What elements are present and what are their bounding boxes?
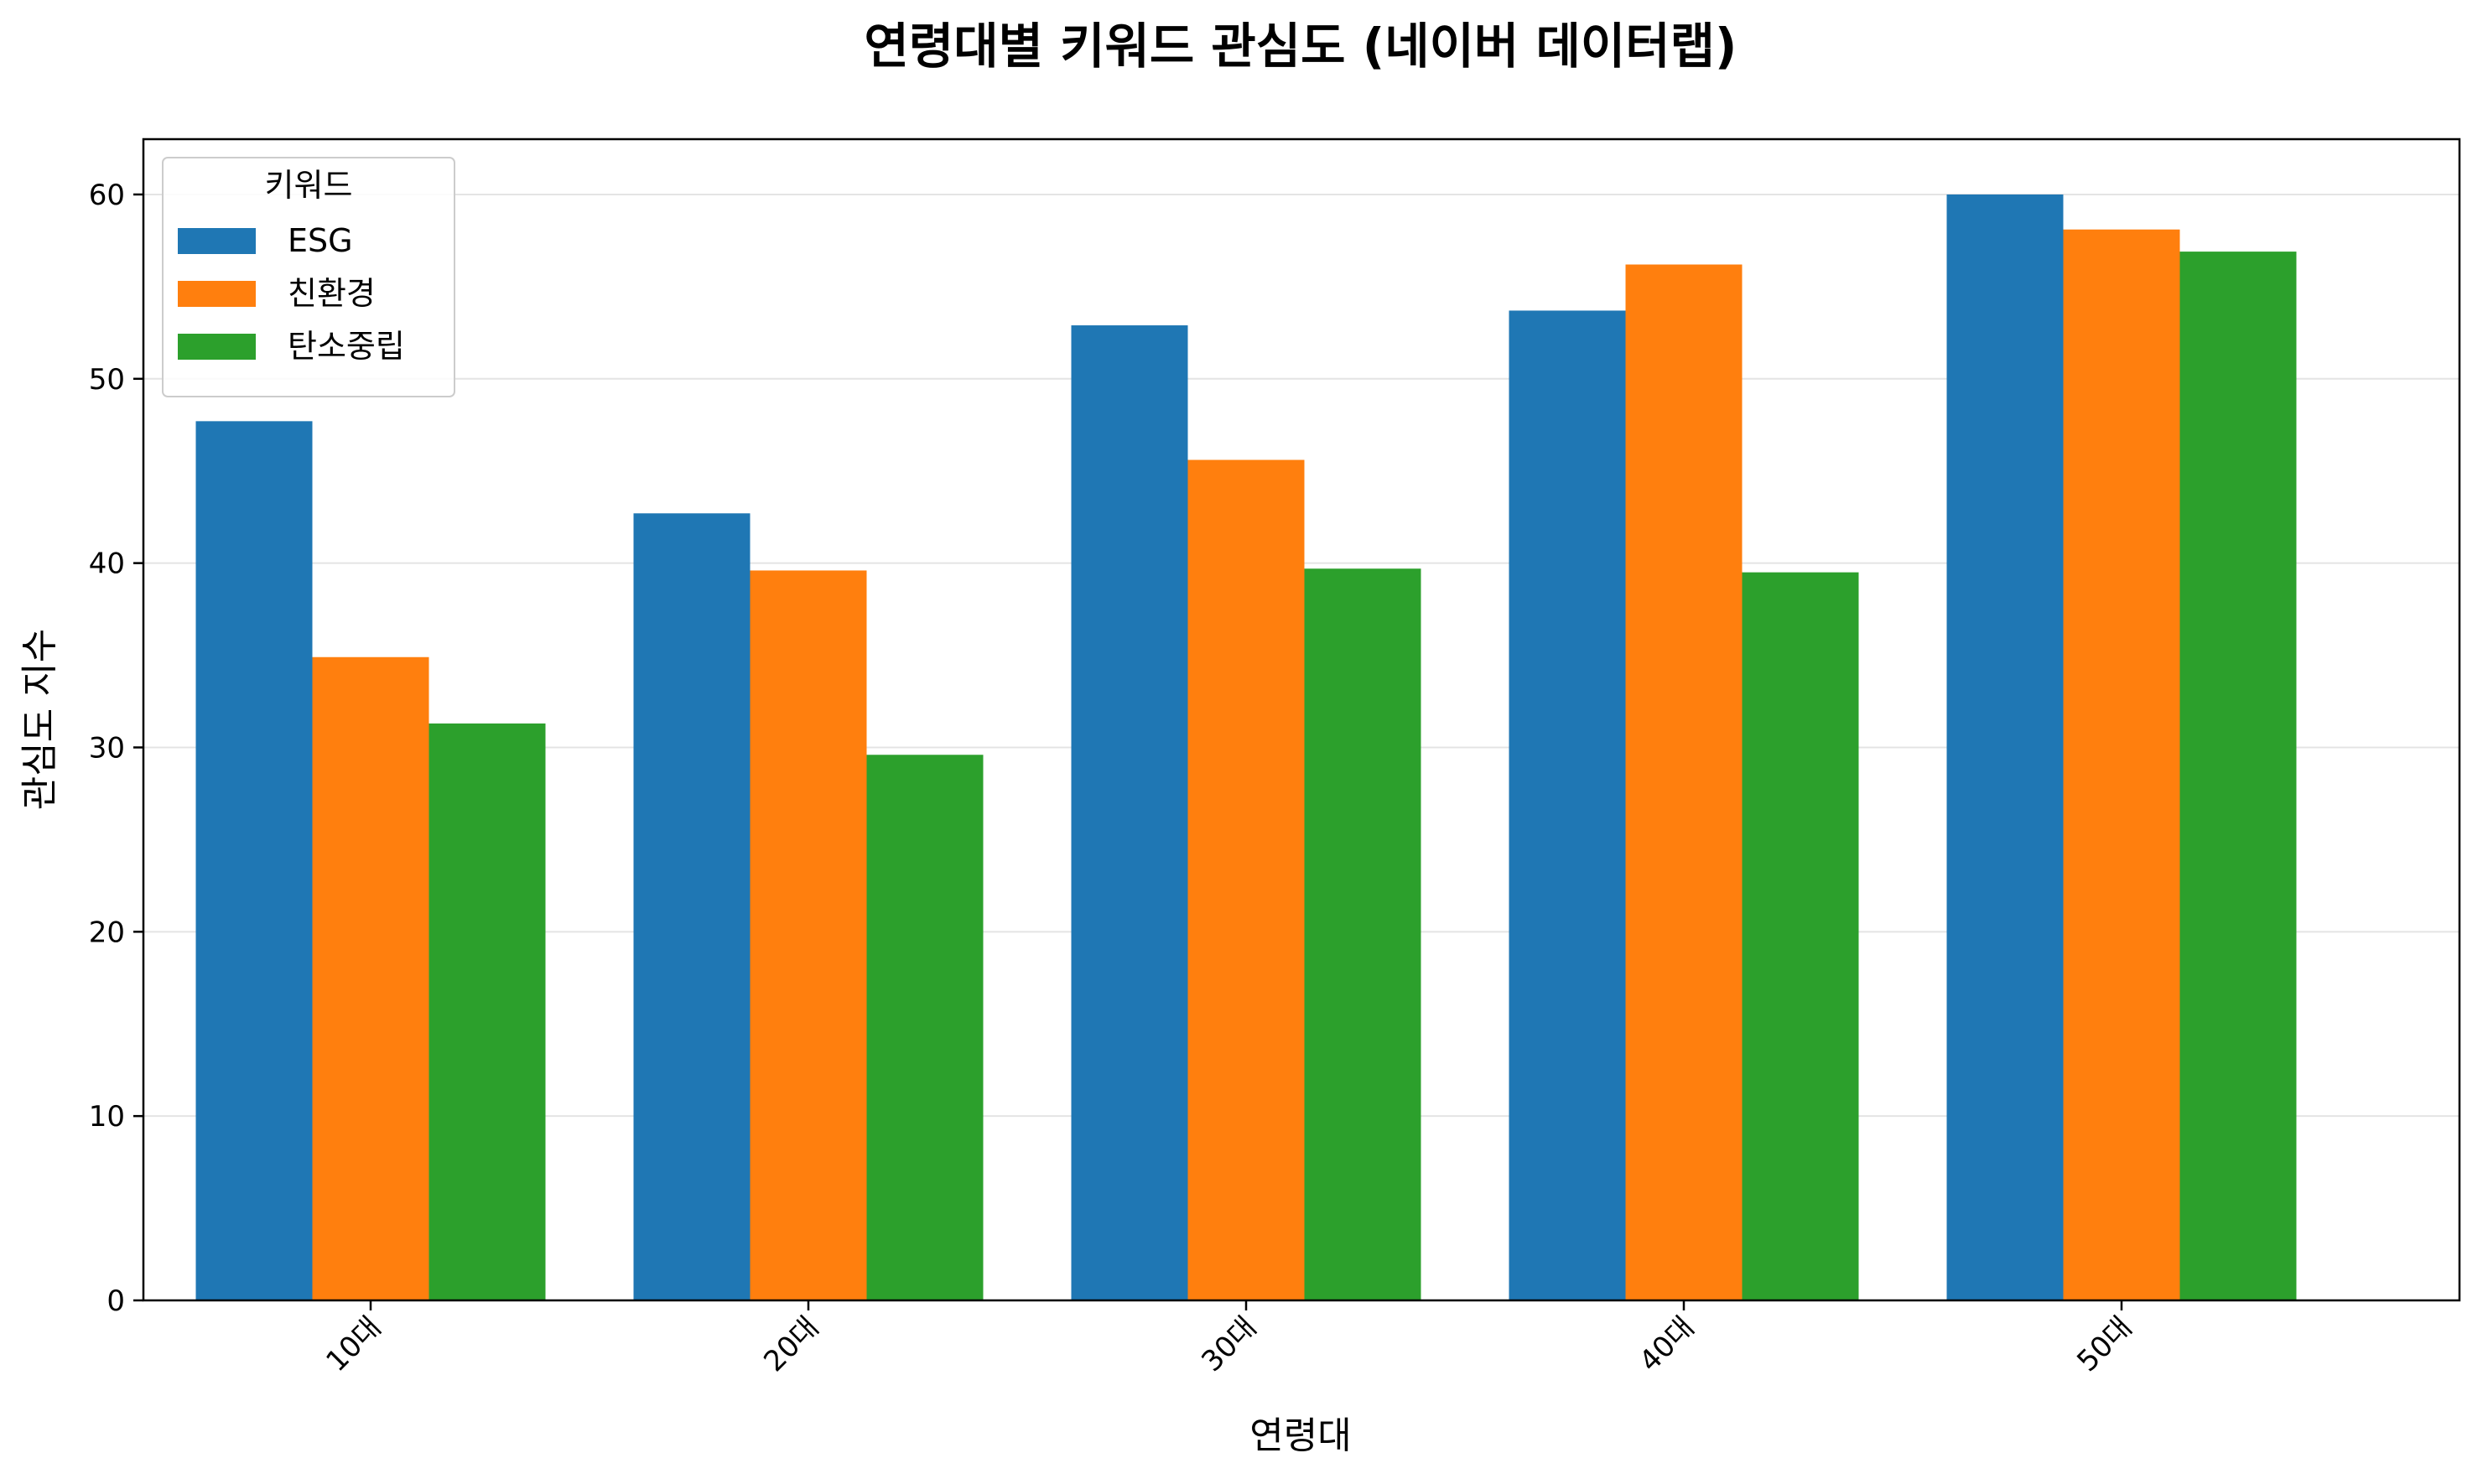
x-tick-label: 40대 xyxy=(1633,1310,1701,1378)
bar xyxy=(312,656,429,1300)
x-axis: 10대 20대 30대 40대 50대 xyxy=(319,1300,2138,1378)
x-tick-label: 30대 xyxy=(1195,1310,1263,1378)
bar xyxy=(1071,325,1188,1300)
y-axis: 0 10 20 30 40 50 60 xyxy=(89,179,143,1318)
x-tick-label: 50대 xyxy=(2070,1310,2138,1378)
bar xyxy=(429,723,546,1300)
bar xyxy=(633,513,751,1300)
y-tick-label: 50 xyxy=(89,363,125,397)
legend-swatch xyxy=(178,281,256,307)
chart-title: 연령대별 키워드 관심도 (네이버 데이터랩) xyxy=(865,18,1737,75)
bar xyxy=(195,421,313,1300)
y-tick-label: 0 xyxy=(106,1284,125,1318)
bar xyxy=(1187,459,1305,1300)
bar xyxy=(1509,310,1626,1300)
plot-frame xyxy=(142,138,2461,1302)
bar xyxy=(1625,264,1743,1300)
bar xyxy=(1304,568,1421,1300)
legend-swatch xyxy=(178,228,256,254)
legend-label: ESG xyxy=(288,222,353,259)
bar xyxy=(2179,252,2297,1301)
x-axis-label: 연령대 xyxy=(1249,1414,1351,1457)
legend-label: 탄소중립 xyxy=(288,328,405,365)
x-tick-label: 10대 xyxy=(319,1310,387,1378)
legend-title: 키워드 xyxy=(265,167,353,204)
bar xyxy=(1742,572,1859,1300)
y-tick-label: 10 xyxy=(89,1100,125,1134)
bar xyxy=(750,570,867,1300)
legend-label: 친환경 xyxy=(288,275,376,312)
legend-swatch xyxy=(178,334,256,360)
y-axis-label: 관심도 지수 xyxy=(18,629,61,810)
y-tick-label: 40 xyxy=(89,547,125,581)
bar xyxy=(1946,194,2064,1300)
bar xyxy=(2063,229,2180,1301)
x-tick-label: 20대 xyxy=(757,1310,825,1378)
bars xyxy=(195,194,2297,1301)
bar xyxy=(866,755,984,1300)
y-tick-label: 30 xyxy=(89,731,125,765)
y-tick-label: 20 xyxy=(89,916,125,949)
y-tick-label: 60 xyxy=(89,179,125,212)
